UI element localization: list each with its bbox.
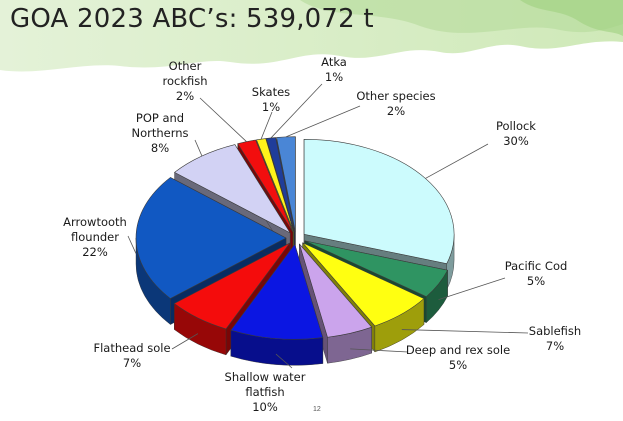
pie-slice-sablefish (302, 242, 425, 327)
slide-title: GOA 2023 ABC’s: 539,072 t (10, 4, 374, 34)
leader-line-10 (270, 83, 323, 139)
slice-label-9: Skates 1% (252, 85, 290, 114)
pie-slice-atka (265, 137, 295, 232)
leader-line-3 (350, 348, 409, 353)
pie-tops (135, 136, 455, 340)
slice-label-11: Other species 2% (356, 89, 435, 118)
leader-line-1 (438, 277, 506, 300)
leader-line-6 (127, 235, 137, 254)
page-number: 12 (313, 406, 321, 413)
leader-line-7 (194, 139, 203, 157)
pie-slice-deep-and-rex-sole (299, 243, 373, 338)
leader-line-8 (199, 97, 247, 142)
slice-label-7: POP and Northerns 8% (131, 111, 188, 155)
slice-label-5: Flathead sole 7% (93, 341, 170, 370)
leader-line-0 (425, 143, 489, 179)
pie-slice-flathead-sole (173, 242, 291, 330)
slice-label-4: Shallow water flatfish 10% (225, 370, 306, 414)
pie-slice-arrowtooth-flounder (135, 177, 287, 299)
slice-label-2: Sablefish 7% (529, 324, 581, 353)
slice-labels: Pollock 30% Pacific Cod 5% Sablefish 7% Deep a… (63, 55, 581, 414)
pie-slice-other-species (276, 136, 296, 232)
leader-line-4 (275, 353, 293, 369)
slice-label-1: Pacific Cod 5% (505, 259, 568, 288)
leader-lines (127, 83, 529, 369)
leader-line-2 (401, 329, 529, 334)
leader-line-11 (285, 105, 361, 138)
slice-label-8: Other rockfish 2% (162, 59, 207, 103)
slice-label-3: Deep and rex sole 5% (406, 343, 510, 372)
title-banner: GOA 2023 ABC’s: 539,072 t (0, 0, 623, 78)
slice-label-6: Arrowtooth flounder 22% (63, 215, 127, 259)
leader-line-5 (171, 333, 199, 350)
pie-slice-shallow-water-flatfish (230, 243, 324, 340)
map-background (0, 0, 623, 72)
leader-line-9 (260, 111, 273, 140)
slice-label-0: Pollock 30% (496, 119, 536, 148)
slice-label-10: Atka 1% (321, 55, 347, 84)
pie-slice-pacific-cod (304, 240, 449, 298)
